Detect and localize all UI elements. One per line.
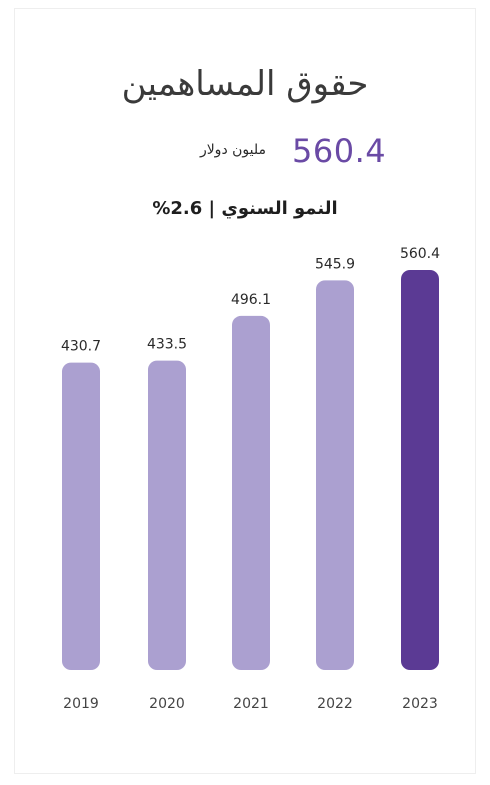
chart-title: حقوق المساهمين xyxy=(121,64,369,104)
bar-2021 xyxy=(232,315,270,670)
total-unit: مليون دولار xyxy=(199,142,266,158)
value-label-2022: 545.9 xyxy=(315,256,355,272)
bar-2019 xyxy=(62,362,100,670)
value-label-2019: 430.7 xyxy=(61,339,101,355)
value-label-2020: 433.5 xyxy=(147,337,187,353)
category-label-2019: 2019 xyxy=(63,696,99,712)
category-label-2020: 2020 xyxy=(149,696,185,712)
category-label-2022: 2022 xyxy=(317,696,353,712)
bar-2020 xyxy=(148,360,186,670)
bar-2023 xyxy=(401,270,439,670)
total-row: 560.4 مليون دولار xyxy=(0,132,490,172)
bar-2022 xyxy=(316,280,354,670)
annual-growth: النمو السنوي | 2.6% xyxy=(152,198,338,219)
value-label-2023: 560.4 xyxy=(400,246,440,262)
value-label-2021: 496.1 xyxy=(231,292,271,308)
category-label-2023: 2023 xyxy=(402,696,438,712)
category-label-2021: 2021 xyxy=(233,696,269,712)
total-value: 560.4 xyxy=(292,132,387,170)
